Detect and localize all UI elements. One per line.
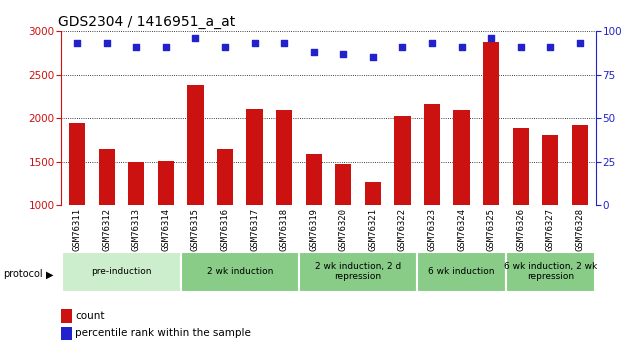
Text: GSM76324: GSM76324 (457, 208, 466, 250)
FancyBboxPatch shape (417, 252, 506, 292)
FancyBboxPatch shape (181, 252, 299, 292)
Bar (572, 125, 588, 205)
Point (575, 40, 585, 46)
Text: GSM76316: GSM76316 (221, 208, 229, 250)
Point (308, 49, 319, 55)
Text: percentile rank within the sample: percentile rank within the sample (76, 328, 251, 338)
Bar (217, 149, 233, 205)
Text: GSM76311: GSM76311 (72, 208, 81, 250)
Text: GSM76327: GSM76327 (545, 208, 555, 250)
Text: GSM76313: GSM76313 (132, 208, 141, 250)
Point (72, 40, 82, 46)
Bar (483, 42, 499, 205)
Point (190, 35, 201, 41)
Bar (128, 162, 144, 205)
Point (545, 44, 555, 49)
Point (220, 44, 230, 49)
Bar (335, 164, 351, 205)
Text: GSM76319: GSM76319 (309, 208, 318, 250)
Bar (246, 109, 263, 205)
Bar (513, 128, 529, 205)
Bar (61, 309, 72, 323)
Text: GSM76312: GSM76312 (102, 208, 112, 250)
Text: pre-induction: pre-induction (91, 267, 152, 276)
Text: ▶: ▶ (46, 269, 54, 279)
Text: GSM76314: GSM76314 (162, 208, 171, 250)
Text: GSM76321: GSM76321 (369, 208, 378, 250)
Bar (187, 85, 204, 205)
Point (486, 35, 496, 41)
Text: 6 wk induction, 2 wk
repression: 6 wk induction, 2 wk repression (504, 262, 597, 282)
Point (427, 40, 437, 46)
FancyBboxPatch shape (62, 252, 181, 292)
Text: GSM76328: GSM76328 (576, 208, 585, 250)
Point (131, 44, 142, 49)
Text: GSM76315: GSM76315 (191, 208, 200, 250)
Bar (158, 161, 174, 205)
Text: count: count (76, 311, 105, 321)
Bar (69, 122, 85, 205)
Bar (542, 135, 558, 205)
Text: GDS2304 / 1416951_a_at: GDS2304 / 1416951_a_at (58, 14, 235, 29)
Text: GSM76325: GSM76325 (487, 208, 495, 250)
Bar (306, 154, 322, 205)
Point (338, 51, 349, 57)
Text: GSM76317: GSM76317 (250, 208, 259, 250)
Bar (453, 110, 470, 205)
Bar (276, 110, 292, 205)
FancyBboxPatch shape (299, 252, 417, 292)
Bar (424, 104, 440, 205)
Point (102, 40, 112, 46)
FancyBboxPatch shape (506, 252, 595, 292)
Bar (61, 327, 72, 340)
Text: 2 wk induction: 2 wk induction (206, 267, 273, 276)
Text: protocol: protocol (3, 269, 43, 279)
Text: GSM76322: GSM76322 (398, 208, 407, 250)
Bar (394, 116, 411, 205)
Point (161, 44, 171, 49)
Point (456, 44, 467, 49)
Text: GSM76323: GSM76323 (428, 208, 437, 250)
Text: 2 wk induction, 2 d
repression: 2 wk induction, 2 d repression (315, 262, 401, 282)
Text: GSM76320: GSM76320 (339, 208, 348, 250)
Text: GSM76318: GSM76318 (279, 208, 288, 250)
Point (397, 44, 408, 49)
Text: GSM76326: GSM76326 (516, 208, 525, 250)
Point (249, 40, 260, 46)
Text: 6 wk induction: 6 wk induction (428, 267, 495, 276)
Bar (365, 182, 381, 205)
Point (368, 55, 378, 60)
Point (515, 44, 526, 49)
Bar (99, 149, 115, 205)
Point (279, 40, 289, 46)
